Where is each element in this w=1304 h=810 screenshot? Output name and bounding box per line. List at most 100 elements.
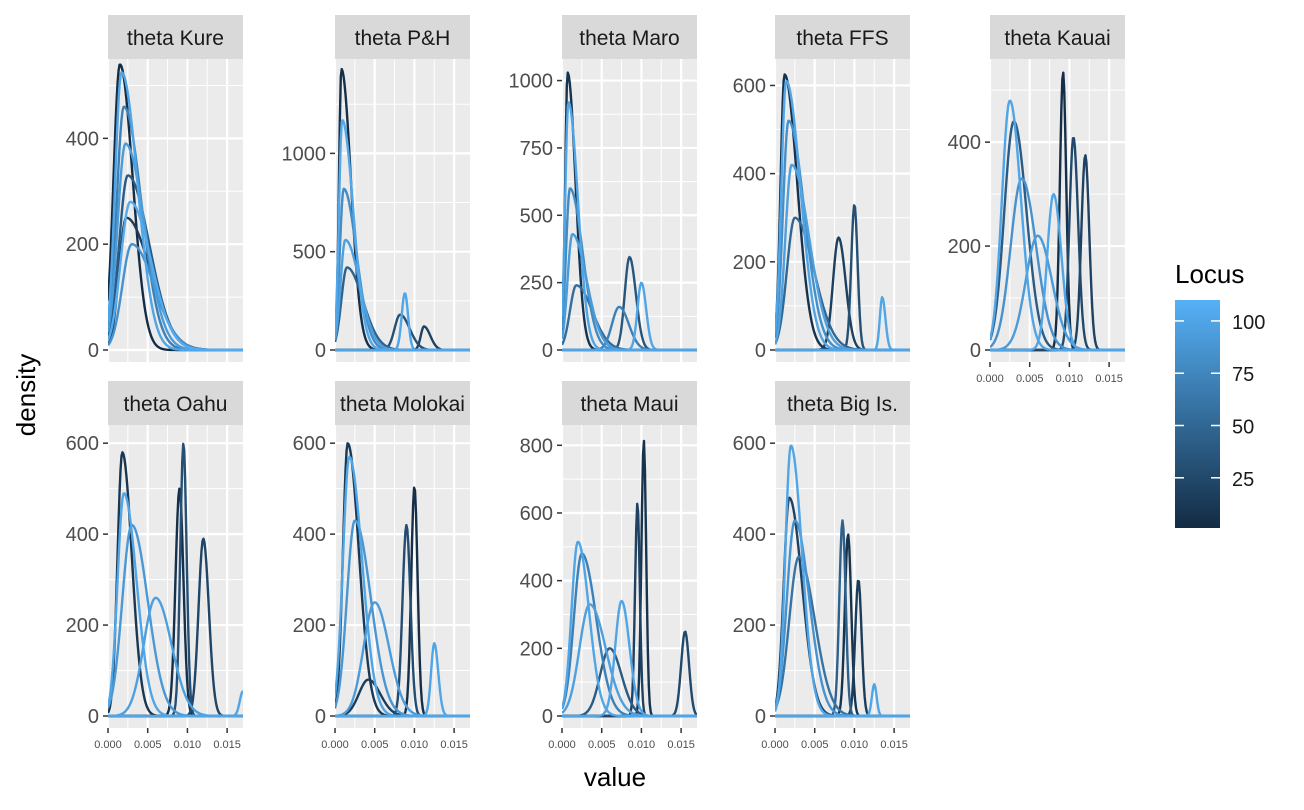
x-tick-label: 0.010	[174, 739, 202, 751]
facet-strip	[775, 381, 910, 425]
y-tick-label: 600	[66, 433, 99, 455]
x-tick-label: 0.000	[321, 739, 349, 751]
y-tick-label: 0	[970, 340, 981, 362]
y-tick-label: 0	[315, 340, 326, 362]
y-tick-label: 400	[66, 524, 99, 546]
facet-strip-label: theta Molokai	[340, 393, 465, 416]
y-tick-label: 0	[315, 706, 326, 728]
x-tick-label: 0.015	[880, 739, 908, 751]
y-tick-label: 0	[755, 340, 766, 362]
x-tick-label: 0.000	[548, 739, 576, 751]
y-tick-label: 1000	[282, 143, 327, 165]
x-tick-label: 0.000	[94, 739, 122, 751]
x-tick-label: 0.015	[667, 739, 695, 751]
y-tick-label: 0	[755, 706, 766, 728]
y-tick-label: 500	[520, 205, 553, 227]
x-tick-label: 0.005	[801, 739, 829, 751]
y-tick-label: 200	[733, 615, 766, 637]
y-tick-label: 600	[733, 433, 766, 455]
density-curve	[335, 455, 470, 718]
density-curves	[108, 63, 243, 352]
y-tick-label: 600	[520, 503, 553, 525]
density-curves	[562, 439, 697, 718]
facet-strip-label: theta Kure	[127, 27, 224, 50]
facet-strip	[335, 381, 470, 425]
facet-strip	[335, 15, 470, 59]
x-tick-label: 0.005	[588, 739, 616, 751]
y-tick-label: 400	[66, 128, 99, 150]
y-tick-label: 600	[733, 75, 766, 97]
density-curve	[562, 101, 697, 352]
legend-colorbar	[1175, 300, 1220, 528]
facet-strip	[775, 15, 910, 59]
y-tick-label: 800	[520, 435, 553, 457]
legend-ticks: 25 50 75 100	[1175, 312, 1265, 491]
y-tick-label: 200	[293, 615, 326, 637]
facet-panel: theta P&H 0 500 1000	[282, 15, 470, 362]
facet-panel: theta Maui 0 200 400 600 800 0.000 0.005 0.010 0.…	[520, 381, 697, 751]
density-curves	[775, 444, 910, 718]
facet-strip-label: theta Big Is.	[787, 393, 898, 416]
facet-strip-label: theta Maro	[579, 27, 679, 50]
y-tick-label: 400	[948, 132, 981, 154]
y-tick-label: 250	[520, 273, 553, 295]
x-tick-label: 0.000	[761, 739, 789, 751]
facet-strip	[562, 381, 697, 425]
legend-tick-label: 75	[1232, 364, 1254, 386]
x-tick-label: 0.010	[628, 739, 656, 751]
y-tick-label: 600	[293, 433, 326, 455]
x-tick-label: 0.010	[1056, 373, 1084, 385]
x-tick-label: 0.010	[401, 739, 429, 751]
facet-strip	[108, 15, 243, 59]
panel-background	[775, 59, 910, 362]
x-tick-label: 0.005	[134, 739, 162, 751]
y-tick-label: 400	[733, 164, 766, 186]
density-curves	[562, 71, 697, 352]
y-tick-label: 0	[88, 706, 99, 728]
y-tick-label: 400	[733, 524, 766, 546]
x-tick-label: 0.015	[1095, 373, 1123, 385]
density-curve	[775, 79, 910, 352]
density-curves	[775, 73, 910, 352]
y-tick-label: 200	[66, 234, 99, 256]
facet-strip-label: theta Maui	[580, 393, 678, 416]
facet-panel: theta Kauai 0 200 400 0.000 0.005 0.010 0.015	[948, 15, 1125, 385]
facet-strip	[990, 15, 1125, 59]
density-curve	[775, 444, 910, 718]
facet-panel: theta Molokai 0 200 400 600 0.000 0.005 0.010 0.…	[293, 381, 470, 751]
y-tick-label: 200	[520, 638, 553, 660]
facet-strip-label: theta FFS	[796, 27, 888, 50]
facet-strip	[562, 15, 697, 59]
y-tick-label: 1000	[509, 71, 554, 93]
x-tick-label: 0.005	[361, 739, 389, 751]
x-axis-label: value	[584, 762, 646, 792]
legend-title: Locus	[1175, 259, 1244, 289]
legend-tick-label: 25	[1232, 469, 1254, 491]
x-tick-label: 0.015	[440, 739, 468, 751]
density-curve	[990, 99, 1125, 352]
y-tick-label: 200	[733, 252, 766, 274]
facet-strip-label: theta Kauai	[1004, 27, 1110, 50]
density-curves	[108, 442, 243, 718]
facet-panel: theta FFS 0 200 400 600	[733, 15, 910, 362]
x-tick-label: 0.000	[976, 373, 1004, 385]
facet-strip-label: theta P&H	[355, 27, 451, 50]
y-tick-label: 400	[293, 524, 326, 546]
x-tick-label: 0.010	[841, 739, 869, 751]
y-tick-label: 0	[542, 706, 553, 728]
y-tick-label: 750	[520, 138, 553, 160]
y-tick-label: 200	[948, 236, 981, 258]
y-tick-label: 0	[542, 340, 553, 362]
y-tick-label: 400	[520, 571, 553, 593]
facet-panel: theta Kure 0 200 400	[66, 15, 243, 362]
density-curve	[108, 492, 243, 718]
facet-panel: theta Maro 0 250 500 750 1000	[509, 15, 697, 362]
y-tick-label: 500	[293, 242, 326, 264]
density-curve	[108, 200, 243, 352]
y-axis-label: density	[11, 354, 41, 436]
y-tick-label: 200	[66, 615, 99, 637]
density-curves	[990, 71, 1125, 352]
